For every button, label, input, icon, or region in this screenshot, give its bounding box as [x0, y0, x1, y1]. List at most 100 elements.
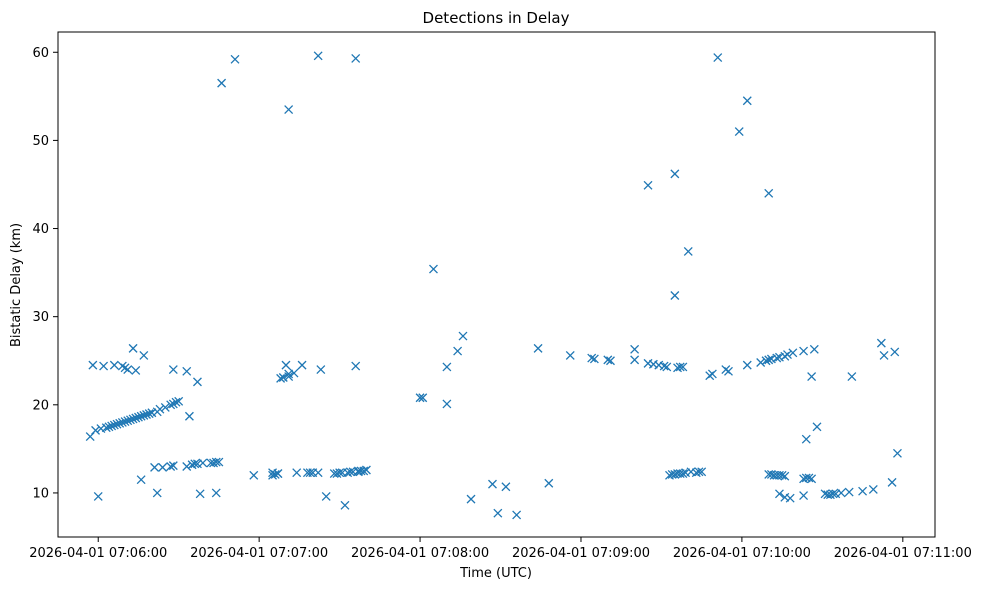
data-point [630, 344, 640, 354]
data-point [868, 484, 878, 494]
data-point [809, 344, 819, 354]
data-point [190, 459, 200, 469]
data-point [268, 468, 278, 478]
data-point [442, 399, 452, 409]
data-point [193, 377, 202, 387]
data-point [603, 355, 613, 365]
data-point [120, 417, 130, 427]
data-point [139, 410, 149, 420]
data-point [184, 411, 194, 421]
data-point [117, 417, 127, 427]
data-point [774, 489, 784, 499]
data-point [139, 350, 149, 360]
data-point [785, 493, 795, 503]
data-point [166, 400, 176, 410]
data-point [133, 412, 143, 422]
data-point [807, 474, 817, 484]
data-point [297, 360, 307, 370]
plot-frame [57, 31, 936, 538]
data-point [361, 465, 371, 475]
data-point [713, 53, 723, 63]
data-point [675, 362, 685, 372]
data-point [694, 467, 704, 477]
data-point [109, 360, 119, 370]
data-point [678, 362, 688, 372]
data-point [697, 467, 707, 477]
data-point [761, 356, 771, 366]
data-point [305, 468, 315, 478]
y-tick-label: 40 [32, 222, 49, 237]
data-point [171, 397, 181, 407]
data-point [662, 362, 672, 372]
data-point [783, 350, 792, 360]
data-point [144, 409, 154, 419]
data-point [734, 127, 744, 137]
data-point [670, 169, 680, 179]
data-point [630, 355, 640, 365]
data-point [131, 365, 141, 375]
x-tick-label: 2026-04-01 07:06:00 [29, 546, 167, 561]
data-point [136, 411, 146, 421]
x-axis: 2026-04-01 07:06:00 2026-04-01 07:07:00 20… [29, 537, 972, 561]
x-tick-label: 2026-04-01 07:08:00 [351, 546, 489, 561]
data-point [799, 491, 809, 501]
x-tick-label: 2026-04-01 07:10:00 [673, 546, 811, 561]
data-point [670, 291, 680, 300]
data-point [123, 416, 133, 426]
data-point [166, 462, 176, 471]
data-point [313, 51, 323, 61]
data-point [123, 365, 133, 375]
data-point [887, 477, 897, 487]
data-point [892, 448, 902, 458]
data-point [493, 508, 503, 518]
data-point [772, 353, 782, 363]
data-point [195, 489, 205, 499]
data-point [659, 361, 669, 371]
data-point [316, 365, 326, 375]
data-point [211, 457, 221, 467]
data-point [91, 425, 101, 435]
data-point [512, 510, 522, 520]
y-tick-label: 20 [32, 398, 49, 413]
data-point [249, 470, 259, 480]
data-point [281, 360, 291, 370]
data-point [812, 422, 822, 432]
x-axis-label: Time (UTC) [459, 566, 532, 581]
data-point [136, 475, 146, 485]
data-point [606, 356, 615, 366]
data-point [128, 343, 138, 353]
data-point [142, 410, 151, 419]
y-tick-label: 10 [32, 486, 49, 501]
data-point [466, 494, 476, 504]
data-point [643, 180, 653, 190]
data-point [801, 434, 811, 444]
data-point [112, 419, 122, 429]
data-point [174, 396, 184, 406]
y-axis-label: Bistatic Delay (km) [9, 223, 24, 347]
data-point [115, 418, 125, 428]
data-point [828, 489, 838, 499]
data-point [335, 468, 345, 478]
chart-title: Detections in Delay [423, 9, 570, 27]
data-point [533, 343, 543, 353]
data-point [353, 466, 363, 476]
x-tick-label: 2026-04-01 07:07:00 [190, 546, 328, 561]
data-point [152, 488, 162, 498]
data-point [683, 246, 693, 256]
data-point [807, 372, 817, 382]
data-point [230, 54, 240, 64]
data-point [158, 462, 168, 472]
data-point [321, 491, 331, 501]
data-point [182, 366, 192, 376]
data-point [565, 350, 575, 360]
data-point [150, 462, 160, 472]
data-point [742, 360, 752, 370]
data-point [99, 361, 109, 371]
data-point [168, 365, 178, 375]
data-point [168, 461, 178, 471]
data-point [858, 486, 868, 496]
data-point [799, 346, 809, 356]
data-point [125, 415, 135, 425]
